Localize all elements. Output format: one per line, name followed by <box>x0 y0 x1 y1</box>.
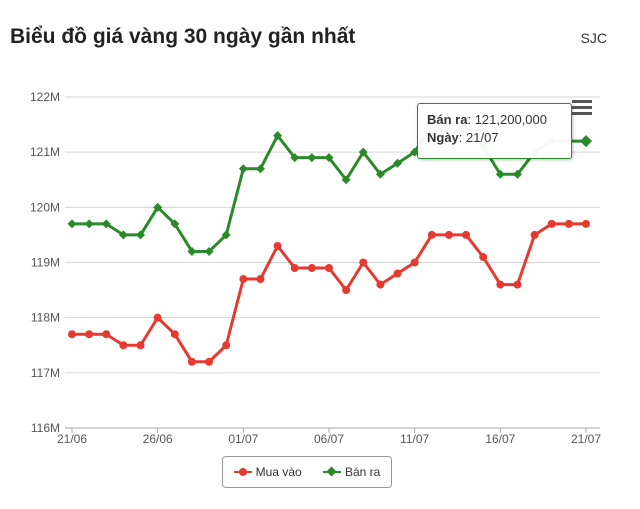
y-tick-label: 122M <box>30 90 60 104</box>
legend-label-ban-ra: Bán ra <box>344 465 381 479</box>
data-point <box>410 258 419 267</box>
data-point <box>410 147 420 157</box>
data-point <box>256 275 265 284</box>
legend-item-mua-vao[interactable]: Mua vào <box>233 465 302 479</box>
data-point <box>341 175 351 185</box>
data-point <box>495 169 505 179</box>
data-point <box>238 164 248 174</box>
tooltip-date-label: Ngày <box>427 130 459 145</box>
chart-title: Biểu đồ giá vàng 30 ngày gần nhất <box>10 25 356 48</box>
data-point <box>170 330 179 339</box>
y-tick-label: 117M <box>31 366 60 380</box>
data-point <box>273 241 282 250</box>
legend-item-ban-ra[interactable]: Bán ra <box>322 465 381 479</box>
data-point <box>290 153 300 163</box>
data-point <box>204 246 214 256</box>
data-point <box>84 219 94 229</box>
legend-label-mua-vao: Mua vào <box>255 465 302 479</box>
data-point <box>393 158 403 168</box>
legend-diamond-icon <box>322 466 341 478</box>
data-point <box>324 153 334 163</box>
data-point <box>67 219 77 229</box>
data-point <box>393 269 402 278</box>
hamburger-icon-bar <box>572 106 592 109</box>
data-point <box>479 252 488 261</box>
data-point <box>342 286 351 295</box>
data-point <box>239 275 248 284</box>
chart-header: Biểu đồ giá vàng 30 ngày gần nhất SJC <box>0 0 640 64</box>
data-point <box>85 330 94 339</box>
data-point <box>153 313 162 322</box>
x-tick-label: 16/07 <box>485 432 515 446</box>
x-tick-label: 01/07 <box>228 432 258 446</box>
series-mua-vao <box>68 219 590 366</box>
data-point <box>136 341 145 350</box>
data-point <box>101 219 111 229</box>
brand-label: SJC <box>580 30 607 46</box>
data-point <box>512 169 522 179</box>
tooltip-sell-value: 121,200,000 <box>474 112 547 127</box>
data-point <box>102 330 111 339</box>
y-tick-label: 120M <box>30 200 60 214</box>
data-point <box>359 258 368 267</box>
data-point <box>255 164 265 174</box>
data-point <box>187 357 196 366</box>
hamburger-icon-bar <box>572 100 592 103</box>
data-point <box>530 230 539 239</box>
chart-menu-button[interactable] <box>572 100 592 116</box>
data-point <box>547 219 556 228</box>
tooltip-sell-row: Bán ra: 121,200,000 <box>427 112 547 127</box>
chart-tooltip: Bán ra: 121,200,000 Ngày: 21/07 <box>417 103 572 159</box>
data-point <box>153 202 163 212</box>
chart-legend: Mua vào Bán ra <box>222 456 392 488</box>
data-point <box>273 131 283 141</box>
data-point <box>582 219 590 228</box>
data-point <box>375 169 385 179</box>
x-tick-label: 21/07 <box>571 432 601 446</box>
data-point <box>170 219 180 229</box>
data-point <box>580 135 592 148</box>
data-point <box>205 357 214 366</box>
data-point <box>376 280 385 289</box>
y-tick-label: 116M <box>31 421 60 435</box>
hamburger-icon-bar <box>572 112 592 115</box>
x-tick-label: 26/06 <box>143 432 173 446</box>
y-tick-label: 119M <box>31 256 60 270</box>
data-point <box>564 219 573 228</box>
data-point <box>222 341 231 350</box>
data-point <box>462 230 471 239</box>
data-point <box>290 264 299 273</box>
x-tick-label: 06/07 <box>314 432 344 446</box>
x-tick-label: 21/06 <box>57 432 87 446</box>
data-point <box>496 280 505 289</box>
tooltip-date-value: 21/07 <box>466 130 499 145</box>
data-point <box>358 147 368 157</box>
data-point <box>307 153 317 163</box>
data-point <box>513 280 522 289</box>
y-tick-label: 121M <box>30 145 60 159</box>
series-line <box>72 222 586 364</box>
data-point <box>444 230 453 239</box>
data-point <box>325 264 333 273</box>
legend-circle-icon <box>233 466 252 478</box>
tooltip-date-row: Ngày: 21/07 <box>427 130 499 145</box>
data-point <box>221 230 231 240</box>
tooltip-sell-label: Bán ra <box>427 112 468 127</box>
data-point <box>118 230 128 240</box>
data-point <box>187 246 197 256</box>
x-tick-label: 11/07 <box>400 432 429 446</box>
data-point <box>427 230 436 239</box>
data-point <box>136 230 146 240</box>
data-point <box>68 330 76 339</box>
data-point <box>307 264 316 273</box>
y-tick-label: 118M <box>31 311 60 325</box>
data-point <box>119 341 128 350</box>
